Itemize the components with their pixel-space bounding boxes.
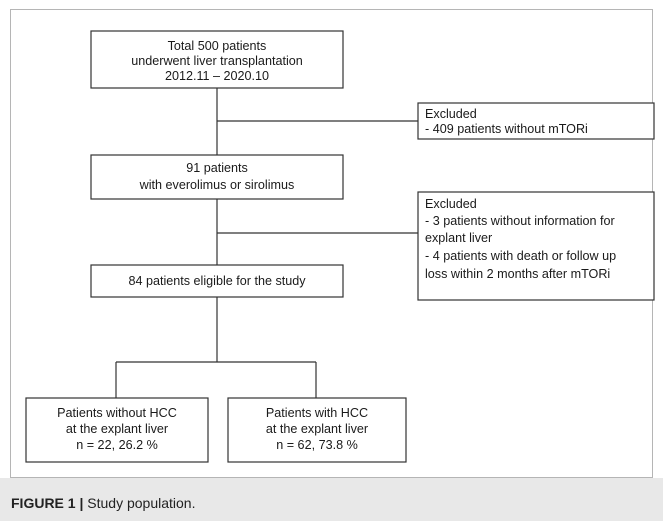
mtor-box-line-1: 91 patients	[186, 161, 248, 175]
excluded-2-line-2: explant liver	[425, 231, 492, 245]
excluded-box-2	[417, 191, 655, 301]
total-box-line-2: underwent liver transplantation	[131, 54, 303, 68]
hcc-line-1: Patients with HCC	[266, 406, 368, 420]
excluded-1-title: Excluded	[425, 107, 477, 121]
excluded-1-line-1: - 409 patients without mTORi	[425, 122, 588, 136]
no-hcc-box	[25, 397, 209, 463]
hcc-line-2: at the explant liver	[266, 422, 368, 436]
caption-band	[0, 478, 663, 521]
excluded-2-line-4: loss within 2 months after mTORi	[425, 267, 610, 281]
no-hcc-line-1: Patients without HCC	[57, 406, 177, 420]
total-box-line-1: Total 500 patients	[168, 39, 267, 53]
hcc-box	[227, 397, 407, 463]
mtor-patients-box	[90, 154, 344, 200]
excluded-2-title: Excluded	[425, 197, 477, 211]
eligible-box-line-1: 84 patients eligible for the study	[128, 274, 306, 288]
caption-text: Study population.	[83, 495, 196, 511]
caption-label: FIGURE 1 |	[11, 495, 84, 511]
hcc-line-3: n = 62, 73.8 %	[276, 438, 358, 452]
connectors	[115, 88, 418, 398]
no-hcc-line-2: at the explant liver	[66, 422, 168, 436]
eligible-patients-box	[90, 264, 344, 298]
excluded-2-line-1: - 3 patients without information for	[425, 214, 615, 228]
flowchart: Total 500 patients underwent liver trans…	[10, 9, 655, 478]
excluded-box-1	[417, 102, 655, 140]
excluded-2-line-3: - 4 patients with death or follow up	[425, 249, 616, 263]
mtor-box-line-2: with everolimus or sirolimus	[139, 178, 295, 192]
total-box-line-3: 2012.11 – 2020.10	[165, 69, 269, 83]
no-hcc-line-3: n = 22, 26.2 %	[76, 438, 158, 452]
figure-caption: FIGURE 1 | Study population.	[11, 495, 195, 511]
total-patients-box	[90, 30, 344, 89]
